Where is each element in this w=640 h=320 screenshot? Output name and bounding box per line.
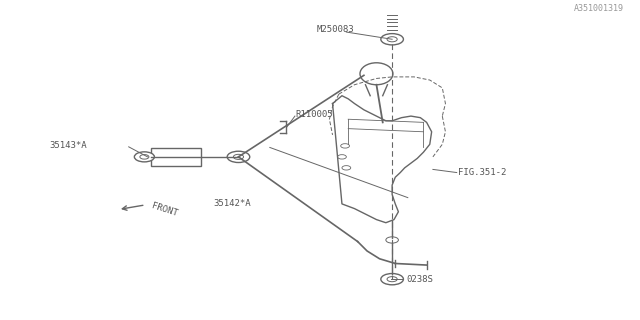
- Circle shape: [337, 155, 346, 159]
- Ellipse shape: [360, 63, 393, 85]
- Text: FIG.351-2: FIG.351-2: [458, 168, 506, 177]
- Bar: [150, 148, 201, 166]
- Circle shape: [381, 34, 403, 45]
- Text: FRONT: FRONT: [150, 202, 179, 219]
- Circle shape: [381, 274, 403, 285]
- Text: M250083: M250083: [317, 25, 355, 34]
- Circle shape: [342, 166, 351, 170]
- Text: A351001319: A351001319: [574, 4, 624, 12]
- Text: 35142*A: 35142*A: [213, 199, 251, 208]
- Circle shape: [340, 144, 349, 148]
- Circle shape: [134, 152, 154, 162]
- Text: 35143*A: 35143*A: [49, 141, 86, 150]
- Circle shape: [227, 151, 250, 163]
- Circle shape: [386, 237, 398, 243]
- Text: R110005: R110005: [295, 110, 333, 119]
- Text: 0238S: 0238S: [406, 275, 433, 284]
